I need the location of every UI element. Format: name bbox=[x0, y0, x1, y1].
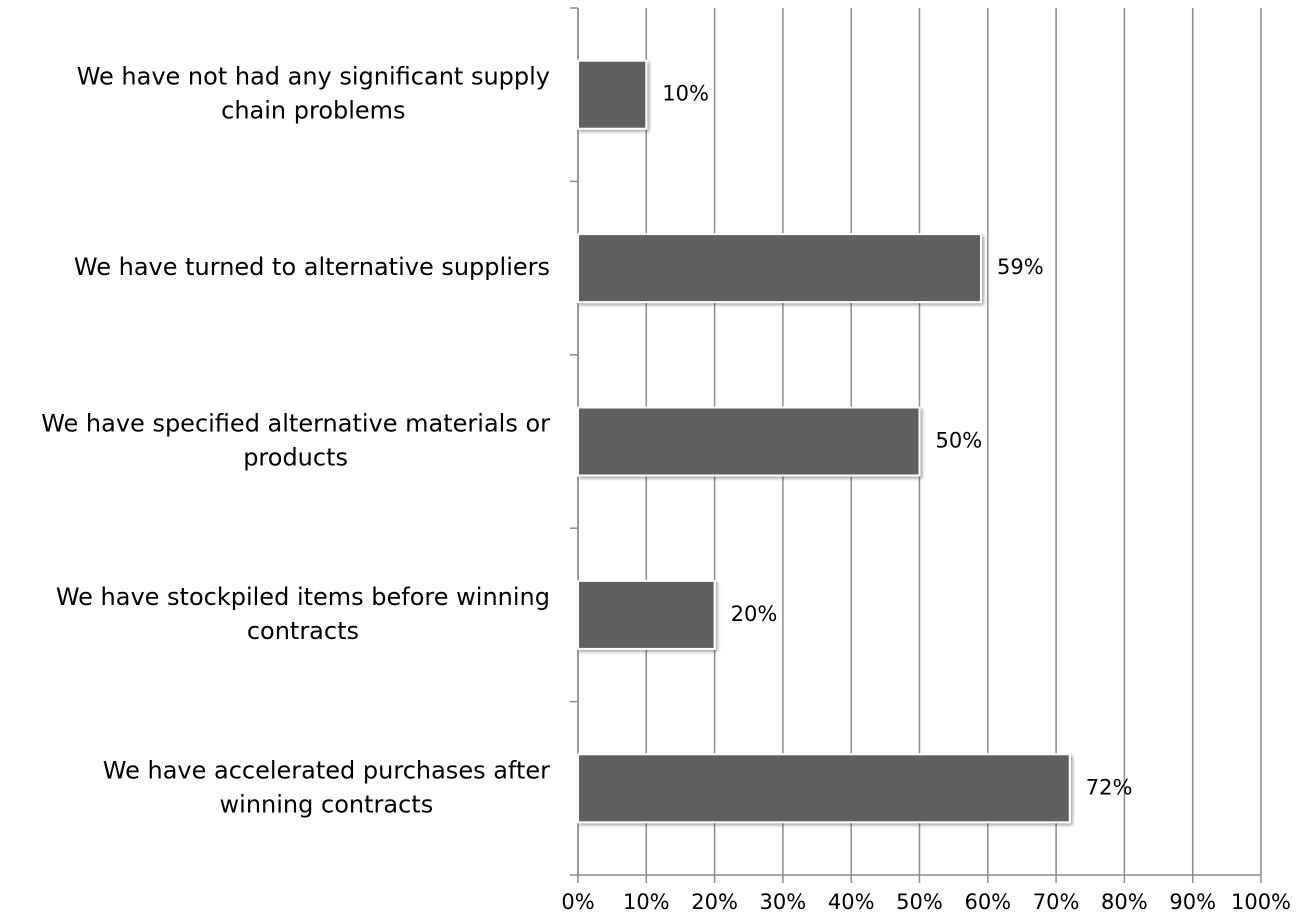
x-tick-label: 70% bbox=[1033, 890, 1080, 914]
x-tick-label: 90% bbox=[1169, 890, 1216, 914]
x-tick-label: 10% bbox=[623, 890, 670, 914]
y-tick-label: We have not had any significant supply ch… bbox=[77, 63, 550, 125]
x-tick-label: 80% bbox=[1101, 890, 1148, 914]
x-tick-label: 60% bbox=[964, 890, 1011, 914]
x-tick-label: 20% bbox=[691, 890, 738, 914]
y-tick-label: We have specified alternative materials … bbox=[41, 410, 550, 472]
data-label: 10% bbox=[662, 82, 709, 106]
bar bbox=[577, 233, 982, 304]
x-tick-label: 0% bbox=[561, 890, 594, 914]
x-tick-label: 40% bbox=[828, 890, 875, 914]
data-label: 50% bbox=[936, 429, 983, 453]
bar bbox=[577, 579, 716, 650]
data-label: 20% bbox=[731, 602, 778, 626]
bar bbox=[577, 406, 921, 477]
bar bbox=[577, 59, 648, 130]
x-tick-label: 30% bbox=[760, 890, 807, 914]
x-tick-label: 100% bbox=[1231, 890, 1291, 914]
data-label: 72% bbox=[1086, 775, 1133, 799]
data-label: 59% bbox=[997, 255, 1044, 279]
y-tick-label: We have accelerated purchases after winni… bbox=[103, 756, 550, 818]
y-tick-label: We have stockpiled items before winning c… bbox=[56, 583, 550, 645]
x-tick-label: 50% bbox=[896, 890, 943, 914]
y-tick-label: We have turned to alternative suppliers bbox=[74, 253, 550, 281]
bar bbox=[577, 753, 1071, 824]
